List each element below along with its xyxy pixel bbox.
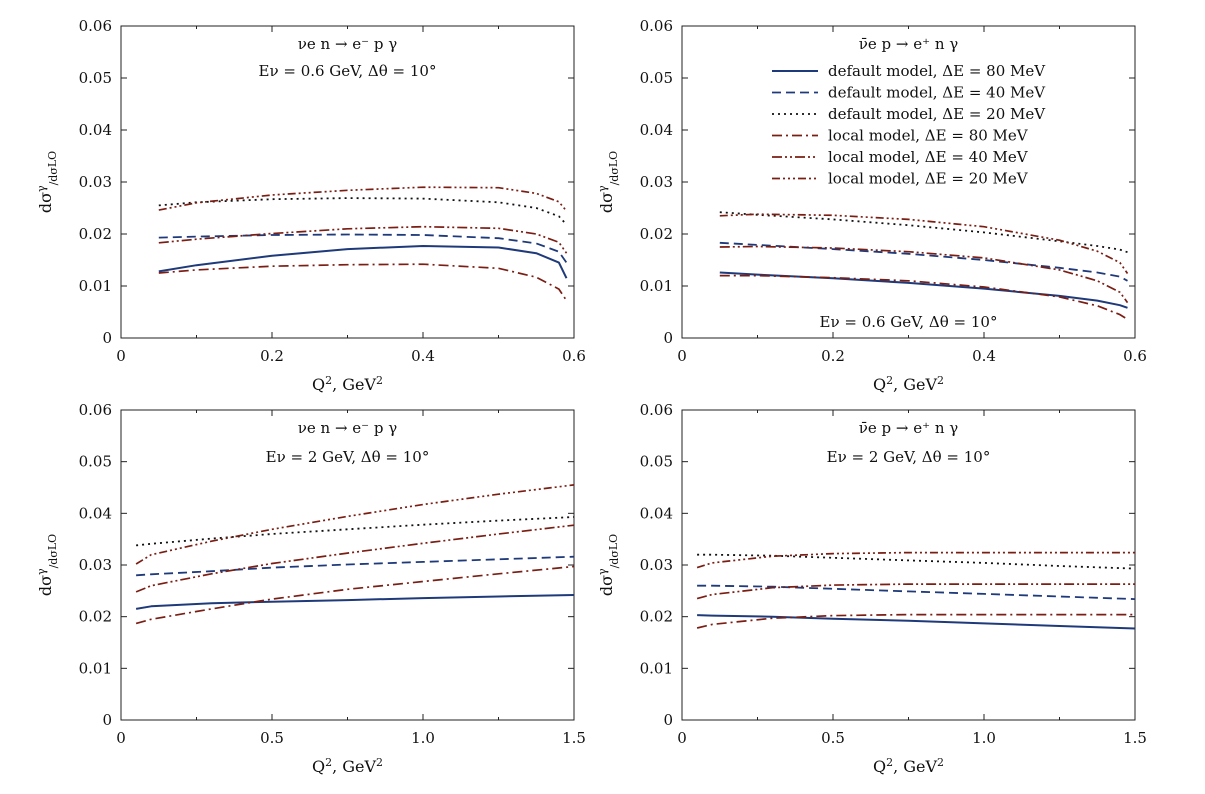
y-tick-label: 0.01 — [640, 659, 673, 677]
legend-label-4: local model, ΔE = 80 MeV — [828, 127, 1029, 145]
y-tick-label: 0.05 — [640, 69, 673, 87]
y-tick-label: 0.01 — [79, 659, 112, 677]
y-axis-label: dσγ/dσLO — [596, 534, 621, 596]
y-tick-label: 0 — [663, 329, 673, 347]
series-line-1 — [135, 594, 575, 610]
series-line-1 — [697, 614, 1136, 630]
legend-label-6: local model, ΔE = 20 MeV — [828, 170, 1029, 188]
chart-panel-2: 0 0.01 0.02 0.03 0.04 0.05 0.06 0 0.2 0.4 0.6 dσγ/d… — [596, 17, 1147, 394]
y-tick-label: 0.01 — [79, 277, 112, 295]
y-tick-label: 0.04 — [640, 121, 673, 139]
y-tick-label: 0.05 — [79, 69, 112, 87]
y-tick-label: 0.02 — [640, 225, 673, 243]
series-line-2 — [719, 241, 1128, 282]
x-tick-label: 0 — [677, 729, 687, 747]
series-line-1 — [719, 271, 1128, 309]
series-line-3 — [697, 553, 1136, 570]
series-line-5 — [719, 245, 1129, 304]
x-tick-label: 0.6 — [562, 347, 586, 365]
y-tick-label: 0 — [663, 711, 673, 729]
legend-label-2: default model, ΔE = 40 MeV — [828, 84, 1046, 102]
y-tick-label: 0.05 — [640, 453, 673, 471]
series-line-6 — [158, 186, 568, 212]
x-tick-label: 0.5 — [821, 729, 845, 747]
x-axis-label: Q2, GeV2 — [873, 374, 944, 394]
series-line-1 — [158, 245, 568, 279]
y-tick-label: 0.06 — [640, 401, 673, 419]
y-tick-label: 0.03 — [640, 173, 673, 191]
y-tick-label: 0.03 — [640, 556, 673, 574]
x-tick-label: 1.0 — [972, 729, 996, 747]
legend-label-5: local model, ΔE = 40 MeV — [828, 148, 1029, 166]
series-line-5 — [158, 225, 568, 254]
y-tick-label: 0.06 — [79, 401, 112, 419]
series-line-6 — [719, 213, 1129, 274]
series-line-2 — [158, 233, 568, 264]
reaction-label: νe n → e⁻ p γ — [298, 35, 397, 53]
y-tick-label: 0.04 — [79, 121, 112, 139]
x-tick-label: 1.5 — [562, 729, 586, 747]
y-tick-label: 0.03 — [79, 556, 112, 574]
energy-label: Eν = 0.6 GeV, Δθ = 10° — [820, 313, 998, 331]
y-tick-label: 0.06 — [79, 17, 112, 35]
y-tick-label: 0.04 — [640, 504, 673, 522]
series-line-4 — [696, 613, 1135, 629]
series-line-5 — [696, 583, 1135, 600]
series-line-2 — [136, 555, 575, 577]
chart-panel-4: 0 0.01 0.02 0.03 0.04 0.05 0.06 0 0.5 1.0 1.5 dσγ/d… — [596, 401, 1147, 776]
x-tick-label: 0.6 — [1123, 347, 1147, 365]
x-axis-label: Q2, GeV2 — [312, 374, 383, 394]
legend: default model, ΔE = 80 MeV default model,… — [772, 62, 1046, 188]
y-tick-label: 0.06 — [640, 17, 673, 35]
y-tick-label: 0.02 — [79, 608, 112, 626]
chart-panel-3: 0 0.01 0.02 0.03 0.04 0.05 0.06 0 0.5 1.0 1.5 dσγ/d… — [35, 401, 586, 776]
y-tick-label: 0.04 — [79, 504, 112, 522]
x-tick-label: 0.5 — [260, 729, 284, 747]
y-tick-label: 0.03 — [79, 173, 112, 191]
x-tick-label: 0.2 — [821, 347, 845, 365]
series-line-4 — [158, 263, 568, 302]
x-tick-label: 0.4 — [972, 347, 996, 365]
energy-label: Eν = 2 GeV, Δθ = 10° — [266, 448, 430, 466]
x-axis-label: Q2, GeV2 — [312, 756, 383, 776]
x-tick-label: 0 — [116, 347, 126, 365]
y-tick-label: 0.02 — [640, 608, 673, 626]
reaction-label: νe n → e⁻ p γ — [298, 419, 397, 437]
y-axis-label: dσγ/dσLO — [596, 151, 621, 213]
series-line-3 — [158, 197, 568, 226]
reaction-label: ν̄e p → e⁺ n γ — [859, 35, 958, 53]
x-tick-label: 0 — [677, 347, 687, 365]
x-tick-label: 0.4 — [411, 347, 435, 365]
legend-label-1: default model, ΔE = 80 MeV — [828, 62, 1046, 80]
energy-label: Eν = 2 GeV, Δθ = 10° — [827, 448, 991, 466]
x-tick-label: 0.2 — [260, 347, 284, 365]
y-axis-label: dσγ/dσLO — [35, 534, 60, 596]
legend-label-3: default model, ΔE = 20 MeV — [828, 105, 1046, 123]
x-tick-label: 1.0 — [411, 729, 435, 747]
x-tick-label: 0 — [116, 729, 126, 747]
series-line-5 — [135, 524, 575, 593]
y-tick-label: 0.01 — [640, 277, 673, 295]
reaction-label: ν̄e p → e⁺ n γ — [859, 419, 958, 437]
series-line-3 — [136, 516, 575, 547]
x-tick-label: 1.5 — [1123, 729, 1147, 747]
energy-label: Eν = 0.6 GeV, Δθ = 10° — [259, 62, 437, 80]
y-tick-label: 0 — [102, 329, 112, 347]
series-line-4 — [135, 565, 575, 625]
series-line-3 — [719, 211, 1128, 254]
y-tick-label: 0.02 — [79, 225, 112, 243]
series-line-4 — [719, 274, 1128, 321]
x-axis-label: Q2, GeV2 — [873, 756, 944, 776]
series-line-6 — [135, 484, 575, 565]
series-line-2 — [697, 584, 1136, 600]
series-line-6 — [696, 551, 1135, 569]
chart-panel-1: 0 0.01 0.02 0.03 0.04 0.05 0.06 0 0.2 0.4 0.6 dσγ/d… — [35, 17, 586, 394]
y-axis-label: dσγ/dσLO — [35, 151, 60, 213]
y-tick-label: 0 — [102, 711, 112, 729]
y-tick-label: 0.05 — [79, 453, 112, 471]
